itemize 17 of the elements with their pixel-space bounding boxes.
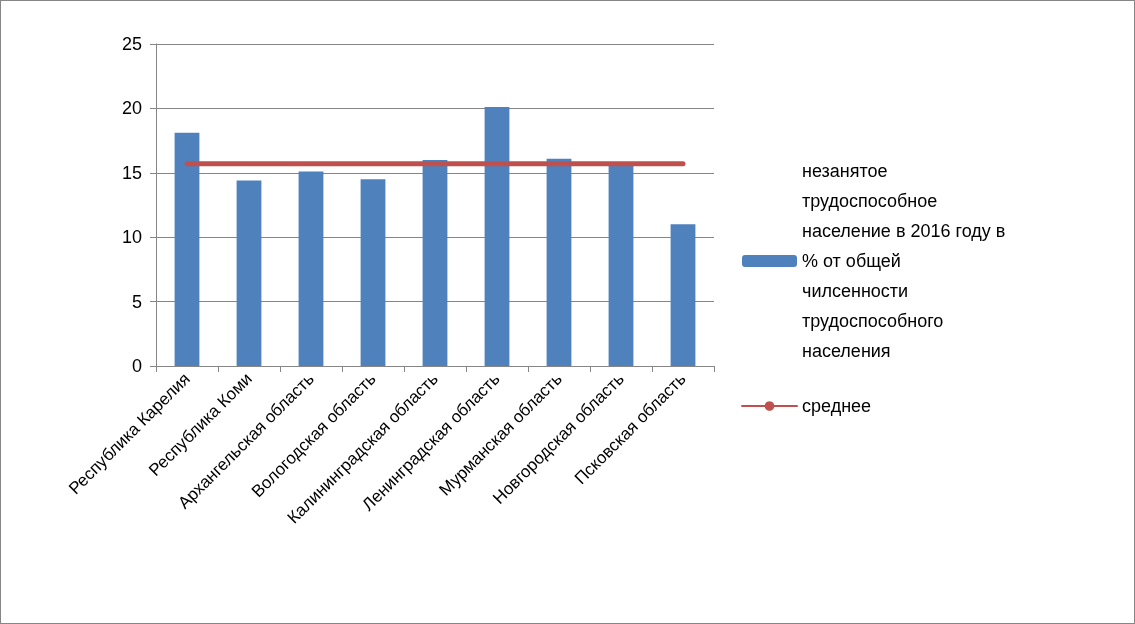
bar (484, 107, 510, 366)
legend-label: среднее (802, 396, 872, 416)
y-tick-label: 15 (121, 162, 142, 183)
bar (608, 165, 634, 366)
bar (360, 179, 386, 366)
bar (422, 159, 448, 366)
y-tick-label: 0 (131, 356, 142, 376)
bar (546, 158, 572, 366)
bar (298, 171, 324, 366)
y-tick-label: 10 (121, 227, 142, 248)
legend-label: незанятое трудоспособное население в 2016 году в % от общей чилсенности трудоспособного населения (802, 161, 1011, 361)
bar (236, 180, 262, 366)
y-tick-label: 25 (121, 34, 142, 54)
y-tick-label: 20 (121, 98, 142, 119)
bar (174, 132, 200, 366)
y-tick-label: 5 (131, 291, 142, 312)
bar (670, 224, 696, 366)
